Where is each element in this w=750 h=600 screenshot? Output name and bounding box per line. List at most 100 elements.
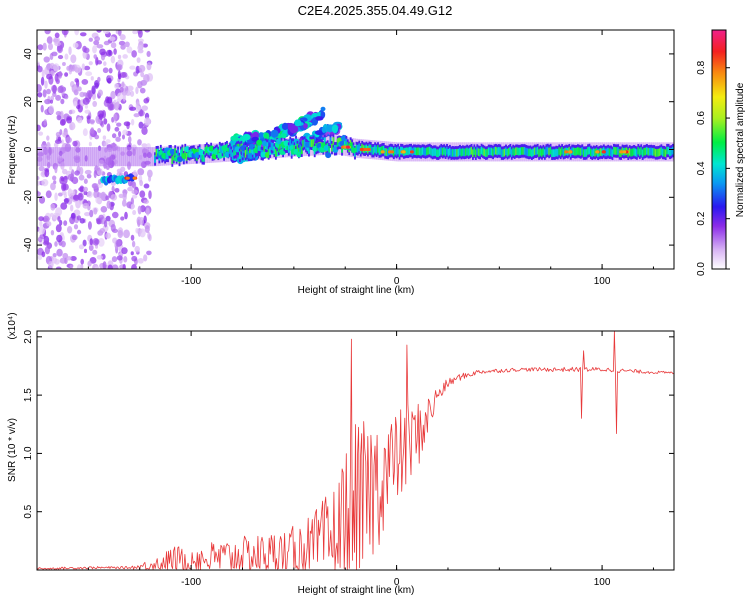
spectrogram-noise-blob: [87, 260, 92, 267]
spectrogram-noise-blob: [38, 226, 45, 235]
spectrogram-band-core: [541, 149, 543, 157]
spectrogram-band-core: [579, 148, 582, 156]
spectrogram-band-core: [269, 147, 272, 155]
spectrogram-xtick-label: -100: [181, 276, 201, 287]
spectrogram-halo-cell: [131, 147, 134, 167]
spectrogram-noise-blob: [107, 77, 112, 84]
spectrogram-band-core: [241, 149, 244, 158]
spectrogram-noise-blob: [111, 133, 117, 139]
spectrogram-noise-blob: [148, 190, 152, 200]
spectrogram-noise-blob: [44, 98, 51, 105]
spectrogram-panel: -100 0 100 -40 -20 0 20 40 Height of str…: [7, 29, 675, 296]
spectrogram-noise-blob: [143, 117, 151, 126]
spectrogram-band-core: [643, 147, 646, 156]
spectrogram-noise-blob: [39, 220, 43, 227]
spectrogram-band-core: [555, 148, 558, 157]
spectrogram-band-core: [374, 145, 377, 153]
spectrogram-noise-blob: [41, 179, 49, 187]
spectrogram-noise-blob: [137, 257, 144, 264]
spectrogram-noise-blob: [81, 63, 86, 71]
spectrogram-noise-blob: [55, 266, 62, 269]
spectrogram-band-core: [584, 149, 587, 157]
snr-xlabel: Height of straight line (km): [298, 585, 415, 596]
spectrogram-band-core: [535, 147, 538, 156]
spectrogram-ytick-label: 20: [23, 96, 34, 108]
spectrogram-noise-blob: [139, 228, 146, 238]
spectrogram-band-core: [469, 147, 471, 156]
spectrogram-trace-blob: [281, 122, 289, 131]
spectrogram-noise-blob: [83, 65, 91, 71]
spectrogram-band-core: [520, 147, 523, 155]
spectrogram-band-core: [482, 147, 484, 156]
spectrogram-noise-blob: [114, 83, 119, 89]
spectrogram-noise-blob: [50, 95, 55, 101]
spectrogram-noise-blob: [130, 203, 135, 210]
spectrogram-hot-spot: [125, 176, 130, 180]
spectrogram-band-core: [394, 146, 397, 155]
spectrogram-noise-blob: [66, 65, 71, 71]
spectrogram-band-core: [578, 147, 581, 156]
spectrogram-heatmap: [37, 30, 674, 269]
spectrogram-noise-blob: [56, 248, 63, 257]
spectrogram-hot-spot: [622, 150, 627, 154]
spectrogram-noise-blob: [97, 127, 102, 134]
spectrogram-noise-blob: [141, 143, 148, 148]
spectrogram-noise-blob: [72, 194, 80, 201]
spectrogram-noise-blob: [37, 92, 43, 98]
spectrogram-noise-blob: [102, 261, 107, 269]
spectrogram-trace-blob: [303, 123, 308, 129]
spectrogram-band-core: [299, 144, 302, 153]
spectrogram-band-core: [615, 147, 618, 155]
spectrogram-band-core: [551, 149, 553, 158]
spectrogram-noise-blob: [139, 87, 146, 94]
spectrogram-band-core: [381, 145, 384, 154]
spectrogram-noise-blob: [37, 180, 41, 186]
spectrogram-band-core: [484, 149, 487, 158]
spectrogram-band-core: [516, 147, 519, 155]
spectrogram-noise-blob: [137, 205, 142, 215]
spectrogram-noise-blob: [70, 64, 76, 72]
spectrogram-band-core: [513, 148, 516, 157]
spectrogram-band-core: [637, 146, 640, 155]
spectrogram-noise-blob: [114, 187, 120, 193]
spectrogram-band-core: [287, 145, 290, 153]
spectrogram-band-core: [457, 148, 460, 157]
spectrogram-band-core: [548, 147, 551, 156]
spectrogram-band-core: [460, 148, 463, 157]
spectrogram-noise-blob: [118, 73, 122, 80]
spectrogram-band-core: [532, 148, 535, 157]
spectrogram-hot-spot: [564, 150, 569, 154]
spectrogram-noise-blob: [55, 207, 63, 217]
spectrogram-band-core: [167, 151, 169, 160]
spectrogram-band-core: [408, 146, 411, 155]
spectrogram-noise-blob: [113, 48, 117, 55]
spectrogram-band-core: [203, 154, 205, 162]
spectrogram-noise-blob: [115, 136, 121, 142]
spectrogram-noise-blob: [68, 109, 73, 115]
spectrogram-noise-blob: [96, 60, 103, 65]
spectrogram-band-core: [605, 148, 608, 157]
spectrogram-noise-blob: [146, 169, 153, 178]
spectrogram-noise-blob: [48, 105, 55, 115]
spectrogram-band-core: [503, 148, 506, 157]
spectrogram-band-core: [413, 147, 415, 155]
spectrogram-noise-blob: [131, 50, 137, 58]
spectrogram-noise-blob: [134, 245, 140, 253]
spectrogram-noise-blob: [137, 38, 144, 43]
spectrogram-halo-cell: [49, 147, 52, 167]
spectrogram-noise-blob: [110, 42, 117, 49]
spectrogram-band-core: [356, 145, 359, 153]
spectrogram-band-core: [505, 147, 507, 156]
spectrogram-band-core: [587, 147, 589, 155]
spectrogram-band-core: [328, 145, 331, 154]
spectrogram-band-core: [180, 149, 182, 158]
spectrogram-noise-blob: [74, 78, 79, 83]
spectrogram-band-core: [631, 148, 634, 157]
spectrogram-halo-cell: [39, 147, 42, 167]
spectrogram-band-core: [658, 148, 661, 156]
colorbar-gradient: [711, 29, 727, 270]
spectrogram-noise-blob: [49, 99, 54, 104]
spectrogram-band-core: [670, 147, 673, 156]
spectrogram-noise-blob: [110, 142, 117, 148]
spectrogram-noise-blob: [119, 34, 126, 41]
